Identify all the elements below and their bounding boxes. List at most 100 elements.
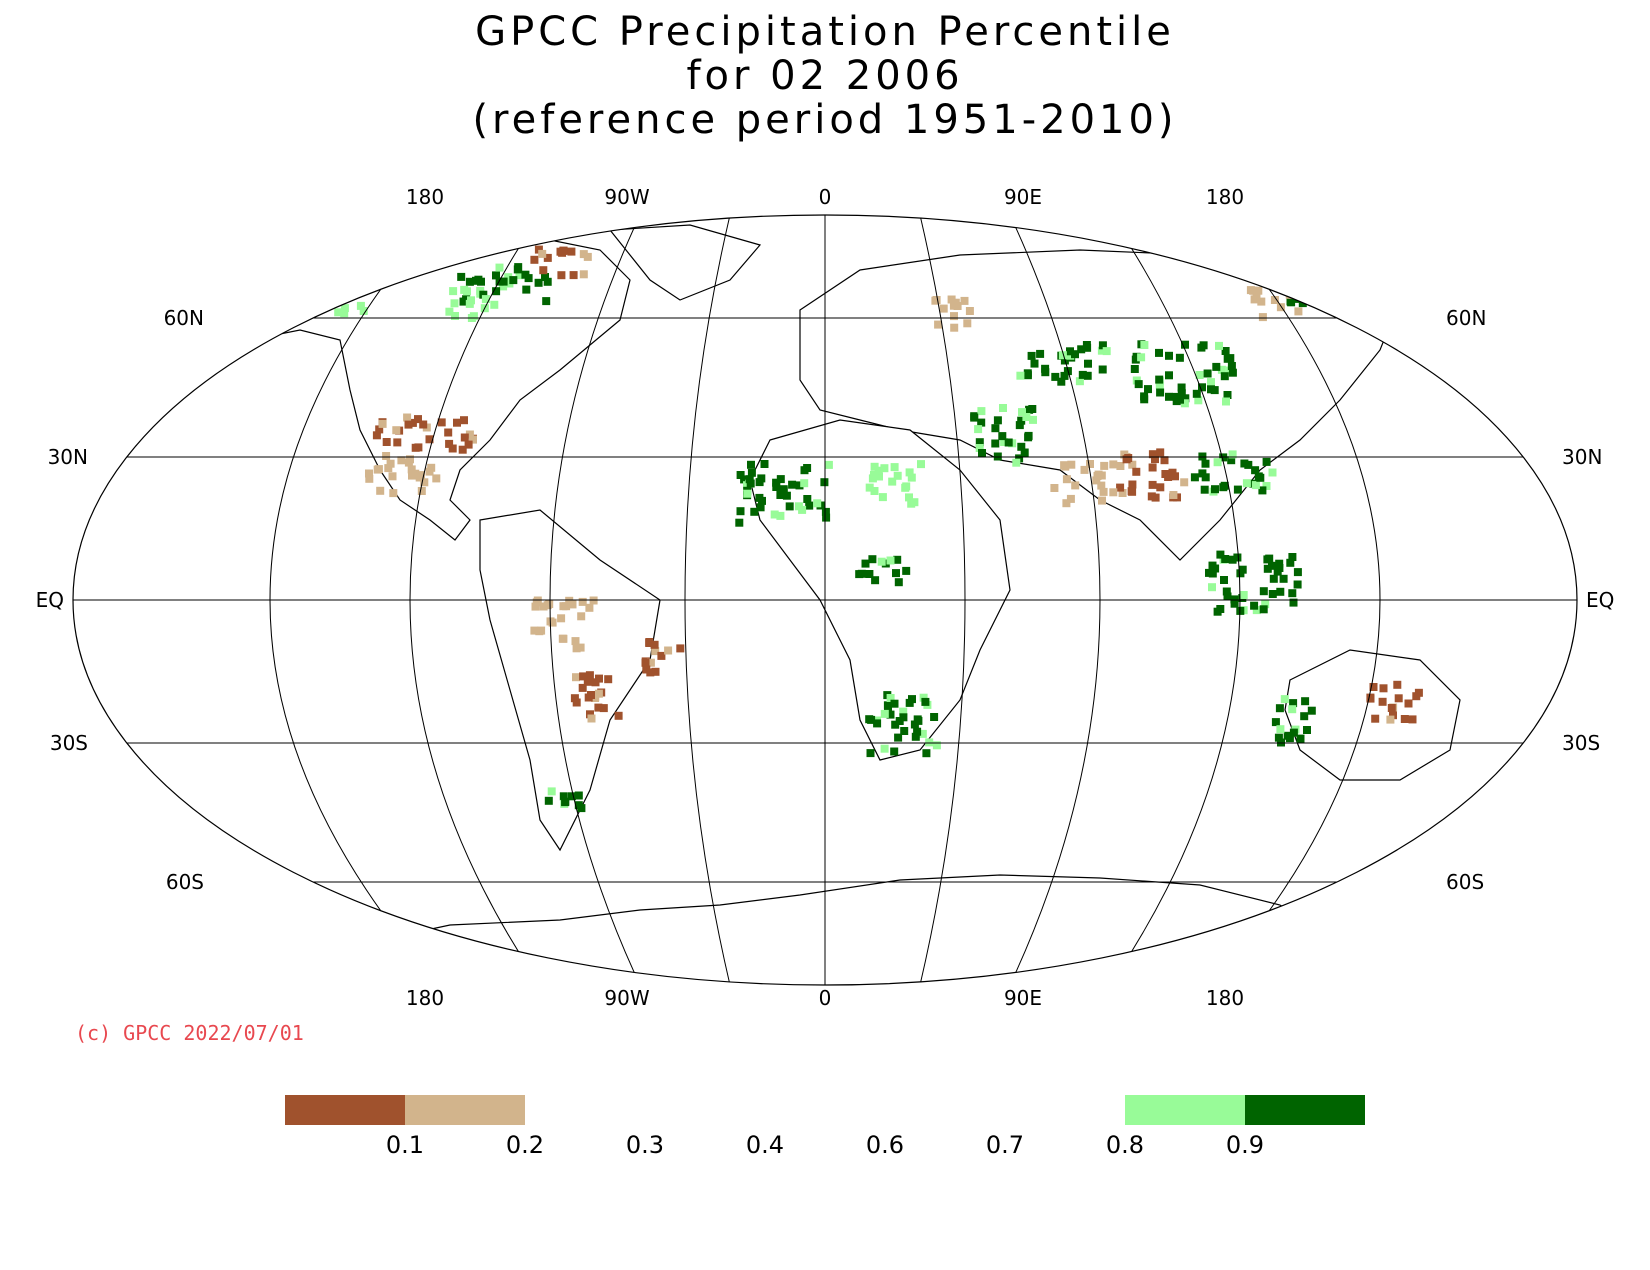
percentile-cell — [1339, 299, 1348, 308]
percentile-cell — [865, 715, 874, 724]
percentile-cell — [1276, 725, 1285, 734]
percentile-cell — [458, 445, 467, 454]
percentile-cell — [314, 292, 323, 301]
percentile-cell — [460, 433, 469, 442]
percentile-cell — [599, 704, 608, 713]
percentile-cell — [545, 600, 554, 608]
percentile-cell — [960, 296, 969, 305]
percentile-cell — [1041, 364, 1050, 373]
percentile-cell — [1300, 712, 1309, 721]
percentile-cell — [913, 715, 922, 724]
percentile-cell — [1293, 580, 1302, 589]
percentile-cell — [384, 464, 393, 473]
percentile-cell — [1116, 462, 1125, 470]
percentile-cell — [991, 439, 1000, 448]
percentile-cell — [1208, 561, 1217, 570]
percentile-cell — [1389, 711, 1397, 720]
percentile-cell — [1222, 397, 1230, 406]
percentile-cell — [1029, 415, 1037, 424]
percentile-cell — [824, 460, 833, 469]
landmass-greenland — [608, 224, 762, 301]
percentile-cell — [495, 277, 504, 286]
percentile-cell — [509, 276, 518, 285]
percentile-cell — [736, 507, 745, 516]
percentile-cell — [651, 667, 660, 676]
percentile-cell — [1213, 458, 1222, 467]
percentile-cell — [1017, 442, 1026, 451]
percentile-cell — [576, 643, 585, 652]
percentile-cell — [444, 428, 453, 437]
percentile-cell — [900, 727, 909, 735]
percentile-cell — [1180, 478, 1189, 487]
legend-swatch-very-wet — [1245, 1095, 1365, 1125]
percentile-cell — [425, 435, 434, 444]
percentile-cell — [894, 733, 903, 742]
percentile-cell — [893, 555, 902, 564]
percentile-cell — [419, 420, 428, 429]
percentile-cell — [1288, 553, 1297, 561]
percentile-cell — [813, 499, 822, 508]
percentile-cell — [1222, 587, 1231, 596]
percentile-cell — [1220, 576, 1228, 584]
percentile-cell — [1250, 601, 1259, 610]
percentile-cell — [1220, 372, 1229, 381]
percentile-cell — [870, 471, 878, 479]
percentile-cell — [539, 602, 548, 611]
percentile-cell — [548, 618, 557, 627]
percentile-cell — [594, 703, 603, 712]
percentile-cell — [740, 475, 749, 484]
percentile-cell — [1028, 405, 1037, 413]
percentile-cell — [614, 711, 623, 720]
legend-label-0-4: 0.4 — [746, 1131, 784, 1159]
percentile-cell — [1352, 293, 1361, 302]
percentile-cell — [646, 668, 655, 677]
percentile-cell — [782, 491, 791, 500]
percentile-cell — [1109, 460, 1118, 469]
percentile-cell — [1016, 371, 1025, 380]
percentile-cell — [855, 570, 864, 579]
lat-labels-left: 60N 30N EQ 30S 60S — [36, 306, 204, 894]
percentile-cell — [1100, 461, 1109, 470]
percentile-cell — [800, 479, 809, 488]
percentile-cell — [559, 602, 568, 611]
percentile-cell — [886, 710, 895, 719]
percentile-cell — [977, 407, 986, 416]
percentile-cell — [449, 287, 458, 296]
percentile-cell — [1066, 351, 1075, 360]
percentile-cell — [1319, 277, 1328, 286]
percentile-cell — [1161, 470, 1170, 478]
percentile-cell — [559, 246, 568, 255]
chart-title: GPCC Precipitation Percentile — [475, 9, 1175, 55]
percentile-cell — [1250, 295, 1259, 304]
percentile-cell — [1061, 462, 1070, 471]
percentile-cell — [1369, 683, 1378, 691]
percentile-cell — [393, 438, 402, 447]
percentile-cell — [1368, 291, 1377, 300]
percentile-cell — [977, 418, 986, 427]
percentile-cell — [586, 710, 594, 719]
percentile-cell — [414, 415, 422, 424]
lon-label-bottom-90w: 90W — [604, 986, 649, 1010]
percentile-cell — [1257, 297, 1266, 306]
percentile-cell — [776, 491, 785, 499]
percentile-cell — [865, 570, 874, 578]
percentile-cell — [1092, 476, 1101, 485]
percentile-cell — [820, 478, 829, 487]
percentile-cell — [579, 270, 588, 279]
percentile-cell — [770, 510, 779, 519]
percentile-cell — [464, 440, 473, 449]
percentile-cell — [1102, 347, 1111, 356]
percentile-cell — [1023, 371, 1032, 380]
percentile-cell — [604, 675, 613, 684]
percentile-cell — [1165, 371, 1173, 380]
percentile-cell — [794, 502, 803, 511]
percentile-cell — [910, 498, 919, 507]
percentile-cell — [1062, 475, 1071, 484]
percentile-cell — [515, 271, 524, 280]
percentile-cell — [534, 278, 543, 287]
percentile-cell — [1030, 359, 1039, 368]
percentile-cell — [532, 598, 541, 607]
percentile-cell — [1015, 421, 1024, 430]
percentile-cell — [978, 449, 986, 457]
